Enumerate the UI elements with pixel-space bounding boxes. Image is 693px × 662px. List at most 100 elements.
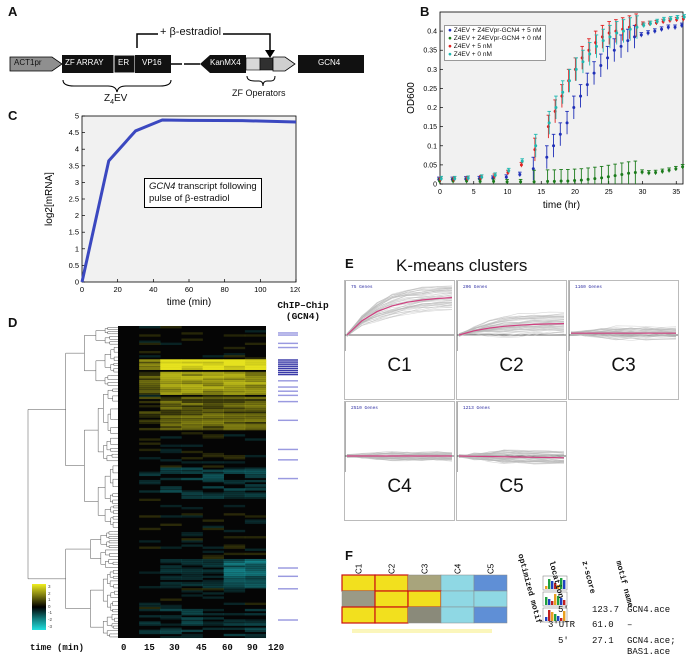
data-point [681,165,685,169]
chip-title-line-1: ChIP–Chip [277,300,329,311]
growth-legend: ● Z4EV + Z4EVpr-GCN4 + 5 nM ● Z4EV + Z4E… [444,25,546,61]
heatmap-cell [139,602,161,606]
heatmap-cell [160,382,182,385]
heatmap-cell [202,373,225,377]
heatmap-cell [160,629,182,633]
annotation-gene: GCN4 [149,181,176,192]
heatmap-cell [223,581,246,585]
gcn4-line [80,118,297,283]
data-point [662,18,666,22]
data-point [666,25,670,29]
heatmap-cell [160,623,182,626]
y-tick-label: 0.1 [427,143,437,150]
heatmap-cell [160,371,182,375]
enrichment-cell [374,574,409,592]
kmeans-cluster-grid: 75 Genes C1 206 Genes C2 1160 Genes C3 2510 Ge… [344,280,686,540]
heatmap-cell [244,382,267,385]
data-point [466,176,470,180]
heatmap-cell [244,392,267,395]
gene-profile-line [458,456,565,465]
heatmap-cell [223,590,246,593]
heatmap-cell [244,488,267,491]
heatmap-cell [160,396,182,400]
heatmap-cell [223,457,246,460]
heatmap-cell [139,608,161,612]
heatmap-cell [181,496,203,499]
heatmap-cell [160,367,182,370]
heatmap-cell [244,635,267,639]
cluster-label: C1 [387,355,412,376]
data-point [608,35,612,39]
data-point [653,29,657,33]
cluster-panel-c1: 75 Genes C1 [344,280,455,400]
heatmap-cell [202,627,225,630]
data-point [592,71,596,75]
heatmap-cell [181,415,203,418]
heatmap-cell [181,513,203,516]
heatmap-cell [223,482,246,485]
heatmap-cell [181,623,203,626]
zf-operator-2 [259,57,274,71]
heatmap-cell [139,396,161,400]
heatmap-cell [244,563,267,566]
data-point [621,29,625,33]
heatmap-cell [223,621,246,624]
heatmap-cell [223,392,246,395]
heatmap-cell [139,471,161,474]
cluster-gene-count: 1213 Genes [463,406,491,411]
growth-curve-chart: 0 5 10 15 20 25 30 35 0 0.05 0.1 0.15 0.2 0.25 0.3 0.35… [406,11,686,211]
heatmap-cell [202,558,225,562]
heatmap-cell [160,581,182,585]
gene-profile-line [346,287,453,335]
heatmap-cell [181,569,203,572]
heatmap-cell [244,363,267,366]
heatmap-cell [244,407,267,410]
heatmap-cell [202,550,225,554]
heatmap-cell [202,579,225,583]
heatmap-cell [139,390,161,393]
cluster-gene-count: 75 Genes [351,285,373,290]
heatmap-cell [202,398,225,402]
heatmap-cell [160,342,182,346]
heatmap-cell [160,384,182,387]
enrichment-cell [440,590,475,608]
enrichment-cell [374,606,409,624]
heatmap-cell [160,604,182,608]
x-tick-label: 60 [185,285,193,294]
heatmap-cell [160,411,182,414]
heatmap-cell [223,567,246,570]
heatmap-cell [223,561,246,564]
data-point [534,144,538,148]
heatmap-cell [244,548,267,551]
heatmap-cell [223,490,246,493]
heatmap-cell [202,375,225,379]
heatmap-cell [160,477,182,481]
y-axis-label: OD600 [406,82,417,114]
chip-chip-mark [278,334,298,336]
heatmap-cell [244,492,267,495]
cluster-profile-plot [569,281,678,351]
heatmap-cell [244,386,267,389]
heatmap-cell [181,610,203,614]
series-4 [439,14,686,181]
time-axis-label: time (min) [30,643,85,653]
colorbar-labels: 3 2 1 0 -1 -2 -3 [48,584,52,630]
gene-profile-line [346,288,453,337]
colorbar-label: -2 [48,616,53,622]
heatmap-cell [202,571,225,574]
heatmap-cell [223,461,246,464]
panel-letter-d: D [8,315,18,330]
heatmap-cell [223,577,246,581]
chip-chip-mark [278,363,298,365]
heatmap-cell [181,396,203,400]
heatmap-cell [160,448,182,452]
x-tick-label: 30 [639,189,647,196]
motif-logo-letter [557,585,560,589]
heatmap-cell [181,567,203,570]
data-point [493,173,497,177]
heatmap-cell [160,561,182,564]
heatmap-cell [244,409,267,412]
heatmap-cell [181,583,203,587]
heatmap-cell [202,477,225,481]
heatmap-cell [244,357,267,360]
